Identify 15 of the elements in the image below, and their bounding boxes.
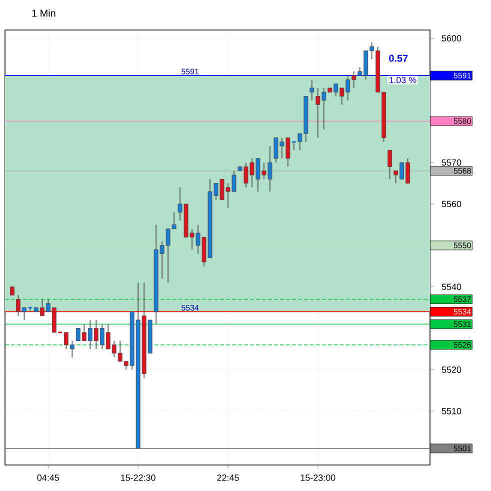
y-tick-label: 5600 bbox=[442, 35, 462, 42]
annotation: 0.57 bbox=[389, 54, 408, 62]
y-tick-label: 5560 bbox=[442, 200, 462, 208]
x-tick-label: 22:45 bbox=[217, 474, 239, 481]
chart-title: 1 Min bbox=[32, 9, 56, 17]
candlestick bbox=[388, 150, 392, 180]
x-tick-label: 15-22:30 bbox=[121, 474, 156, 481]
annotation: 1.03 % bbox=[389, 76, 416, 84]
y-tick-label: 5540 bbox=[442, 284, 462, 290]
candlestick bbox=[310, 79, 314, 101]
y-tick-label: 5570 bbox=[442, 159, 462, 166]
y-tick-label: 5510 bbox=[442, 408, 462, 414]
y-tick-label: 5520 bbox=[442, 366, 462, 373]
x-tick-label: 15-23:00 bbox=[300, 474, 336, 481]
x-tick-label: 04:45 bbox=[37, 474, 59, 481]
